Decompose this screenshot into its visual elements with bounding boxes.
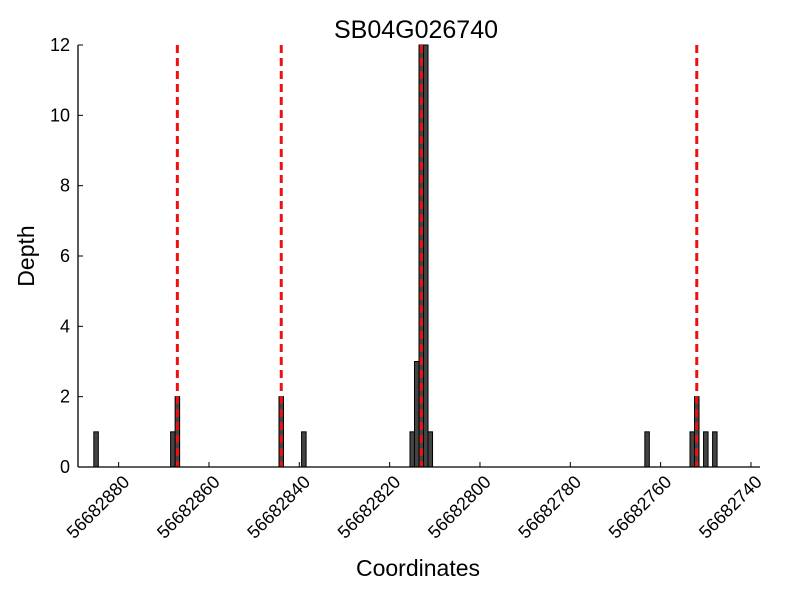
y-tick-label-5: 10 [50,105,70,125]
y-tick-label-2: 4 [60,316,70,336]
x-tick-label-0: 56682880 [63,472,134,543]
bar-5 [409,431,415,468]
bar-1 [170,431,176,468]
axes-layer: 0 2 4 6 8 10 12 56682880 56682860 56682840 5668282… [50,35,766,542]
reference-lines-layer [175,45,699,467]
bar-4 [301,431,307,468]
bar-6 [413,361,420,468]
y-tick-label-6: 12 [50,35,70,55]
bar-8 [423,44,429,468]
y-tick-label-3: 6 [60,246,70,266]
x-tick-label-4: 56682800 [424,472,495,543]
bar-14 [712,431,718,468]
bar-12 [694,396,700,468]
chart-title: SB04G026740 [334,16,498,44]
y-axis-label: Depth [13,225,39,286]
x-tick-label-3: 56682820 [334,472,405,543]
bar-3 [278,396,285,468]
x-tick-label-7: 56682740 [695,472,766,543]
bar-11 [689,431,696,468]
x-axis-label: Coordinates [356,555,480,581]
bars-layer [93,44,718,468]
bar-9 [427,431,434,468]
bar-0 [93,431,99,468]
x-tick-label-1: 56682860 [153,472,224,543]
y-tick-label-1: 2 [60,387,70,407]
y-tick-label-4: 8 [60,176,70,196]
bar-10 [644,431,650,468]
x-tick-label-2: 56682840 [243,472,314,543]
bar-2 [174,396,181,468]
x-tick-label-5: 56682780 [514,472,585,543]
y-tick-label-0: 0 [60,457,70,477]
bar-13 [703,431,709,468]
x-tick-label-6: 56682760 [605,472,676,543]
